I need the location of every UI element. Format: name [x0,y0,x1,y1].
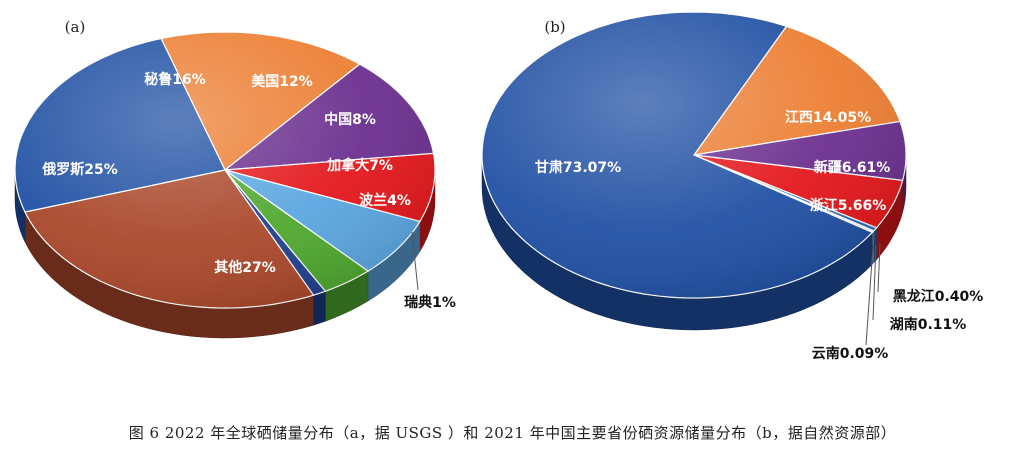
slice-label: 湖南0.11% [890,316,967,333]
slice-label: 浙江5.66% [810,197,887,214]
slice-label: 秘鲁16% [144,71,206,88]
pie-slice-side [313,290,326,326]
slice-label: 加拿大7% [326,157,393,174]
panel-label: (b) [544,18,565,36]
slice-label: 江西14.05% [785,109,871,126]
leader-line [411,231,419,291]
slice-label: 云南0.09% [812,345,889,362]
slice-label: 美国12% [251,73,313,90]
slice-label: 新疆6.61% [814,159,891,176]
pie-sheen [482,12,906,298]
slice-label: 波兰4% [359,192,411,209]
leader-line [865,245,874,346]
slice-label: 俄罗斯25% [41,161,118,178]
panel-label: (a) [65,18,86,36]
figure-caption: 图 6 2022 年全球硒储量分布（a，据 USGS ）和 2021 年中国主要… [128,424,897,442]
slice-label: 甘肃73.07% [535,159,621,176]
pie-chart-a: (a) 秘鲁16% 美国12% 中国8% 加拿大7% 波兰4% 瑞典1% 其他27% 俄罗斯25… [14,18,456,339]
leader-line [872,244,877,321]
slice-label: 其他27% [214,259,276,276]
slice-label: 黑龙江0.40% [893,288,984,305]
slice-label: 中国8% [324,111,376,128]
pie-charts: (a) 秘鲁16% 美国12% 中国8% 加拿大7% 波兰4% 瑞典1% 其他27% 俄罗斯25… [14,11,984,362]
leader-line [877,242,881,293]
pie-sheen [15,32,435,308]
pie-chart-b: (b) 江西14.05% 新疆6.61% 浙江5.66% 黑龙江0.40% 湖南0.11%… [481,11,984,362]
slice-label: 瑞典1% [404,294,456,311]
